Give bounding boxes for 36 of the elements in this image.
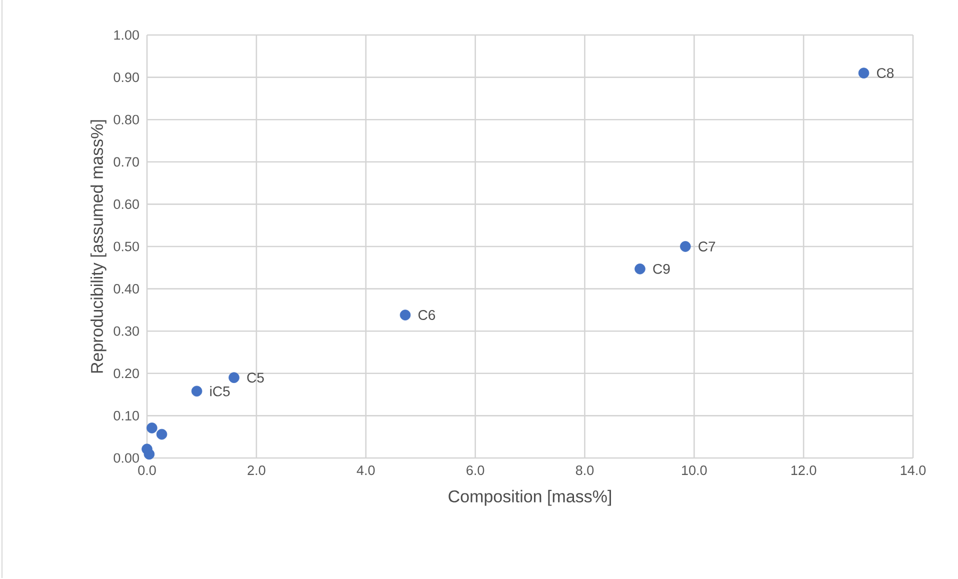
x-tick-label: 6.0	[466, 466, 484, 476]
point	[228, 372, 240, 384]
annotation: C7	[698, 242, 716, 252]
annotation: iC5	[210, 386, 230, 396]
y-tick-label: 0.40	[114, 284, 139, 294]
annotation: C5	[247, 372, 264, 383]
x-tick-label: 10.0	[682, 466, 707, 476]
y-tick-label: 0.00	[114, 453, 139, 463]
y-tick-label: 0.90	[114, 72, 139, 82]
y-axis-title: Reproducibility [assumed mass%]	[90, 120, 106, 373]
point	[680, 241, 691, 252]
x-tick-label: 0.0	[138, 466, 156, 476]
y-tick-label: 0.60	[114, 199, 139, 209]
point	[191, 386, 202, 397]
point	[634, 264, 646, 274]
x-tick-label: 12.0	[791, 466, 816, 476]
x-tick-label: 4.0	[356, 466, 375, 476]
point	[146, 422, 158, 434]
y-tick-label: 0.20	[114, 368, 139, 378]
y-tick-label: 1.00	[114, 30, 139, 40]
y-tick-label: 0.30	[114, 326, 139, 336]
x-tick-label: 8.0	[576, 466, 594, 476]
point	[400, 310, 411, 320]
annotation: C8	[877, 68, 894, 78]
point	[144, 448, 155, 460]
annotation: C9	[653, 264, 670, 274]
x-axis-title: Composition [mass%]	[448, 490, 611, 506]
point	[156, 428, 168, 440]
annotation: C6	[418, 310, 436, 320]
y-tick-label: 0.80	[114, 114, 139, 124]
y-tick-label: 0.10	[114, 410, 139, 420]
x-tick-label: 14.0	[900, 466, 926, 476]
y-tick-label: 0.70	[114, 157, 139, 167]
point	[858, 68, 870, 78]
y-tick-label: 0.50	[114, 242, 139, 252]
x-tick-label: 2.0	[248, 466, 266, 476]
